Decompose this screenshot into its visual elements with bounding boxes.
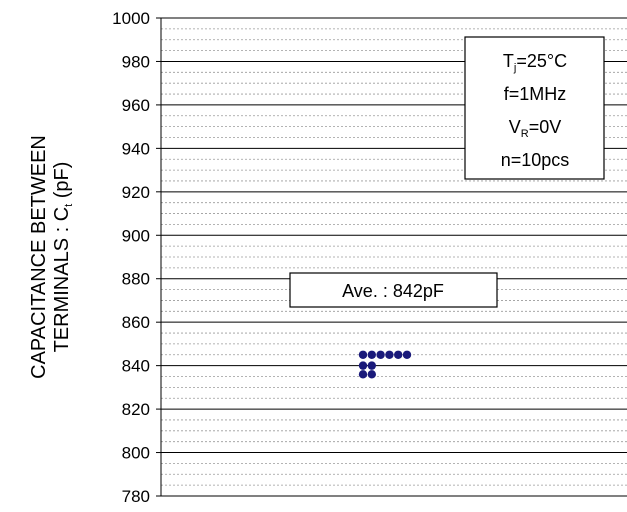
condition-frequency: f=1MHz: [504, 84, 567, 104]
y-axis-label: CAPACITANCE BETWEEN TERMINALS : Ct (pF): [28, 135, 75, 379]
data-point: [367, 361, 376, 370]
average-annotation: Ave. : 842pF: [289, 272, 498, 308]
data-point: [358, 370, 368, 379]
condition-sample-count: n=10pcs: [501, 150, 570, 170]
y-tick-label: 920: [122, 183, 150, 202]
y-tick-label: 820: [122, 400, 150, 419]
data-point: [367, 350, 376, 359]
conditions-box: Tj=25°C f=1MHz VR=0V n=10pcs: [464, 36, 605, 180]
y-tick-label: 940: [122, 139, 150, 158]
y-tick-label: 880: [122, 270, 150, 289]
condition-vr: VR=0V: [509, 117, 562, 140]
y-axis-label-line1: CAPACITANCE BETWEEN: [28, 135, 50, 379]
y-tick-label: 780: [122, 487, 150, 506]
data-point: [385, 350, 394, 359]
condition-tj: Tj=25°C: [503, 51, 567, 74]
y-tick-label: 1000: [112, 9, 150, 28]
y-tick-label: 960: [122, 96, 150, 115]
y-axis-ticks: 780 800 820 840 860 880 900 920 940 960 980 1000: [112, 9, 161, 506]
data-point: [367, 370, 376, 379]
average-annotation-text: Ave. : 842pF: [342, 281, 444, 301]
plot-frame: [160, 17, 627, 497]
data-point: [402, 350, 412, 359]
y-axis-label-line2: TERMINALS : Ct (pF): [51, 162, 75, 353]
y-tick-label: 900: [122, 226, 150, 245]
data-points: [358, 350, 412, 379]
data-point: [358, 350, 368, 359]
y-tick-label: 840: [122, 357, 150, 376]
data-point: [394, 350, 403, 359]
data-point: [376, 350, 385, 359]
y-tick-label: 800: [122, 444, 150, 463]
y-tick-label: 860: [122, 313, 150, 332]
data-point: [358, 361, 368, 370]
y-tick-label: 980: [122, 52, 150, 71]
